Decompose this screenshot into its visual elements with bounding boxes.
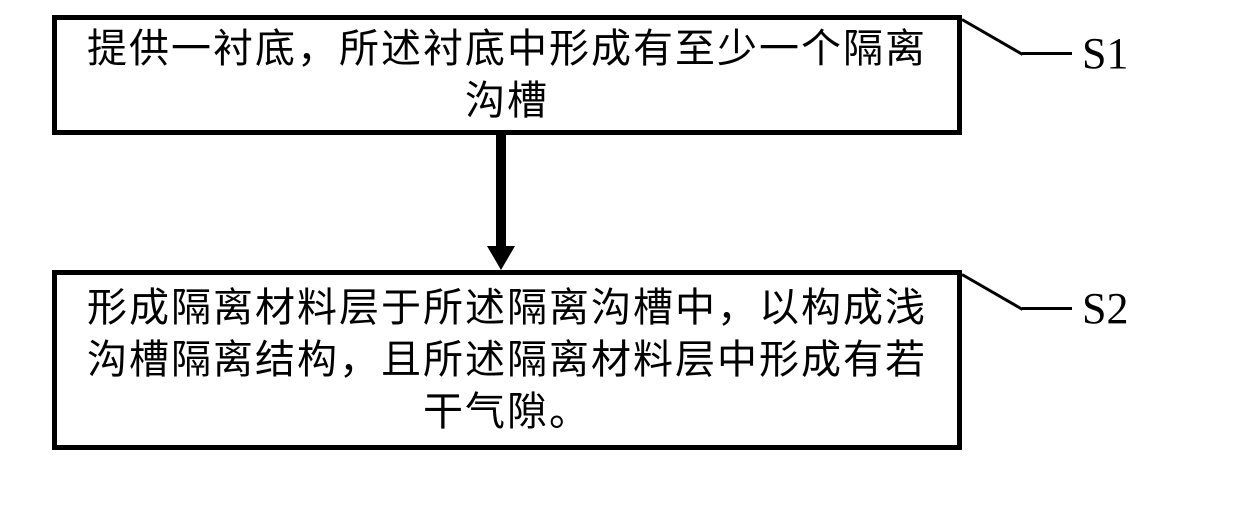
flowchart-step-s2-text: 形成隔离材料层于所述隔离沟槽中，以构成浅沟槽隔离结构，且所述隔离材料层中形成有若… <box>87 282 927 438</box>
label-connector-s1-horizontal <box>1022 52 1072 55</box>
flowchart-step-s2: 形成隔离材料层于所述隔离沟槽中，以构成浅沟槽隔离结构，且所述隔离材料层中形成有若… <box>52 270 962 450</box>
arrow-s1-to-s2-head <box>487 246 515 270</box>
label-connector-s2-diagonal <box>961 273 1023 311</box>
flowchart-step-s1-text: 提供一衬底，所述衬底中形成有至少一个隔离沟槽 <box>87 23 927 127</box>
flowchart-step-s1: 提供一衬底，所述衬底中形成有至少一个隔离沟槽 <box>52 15 962 135</box>
step-label-s1: S1 <box>1082 28 1128 79</box>
label-connector-s2-horizontal <box>1022 307 1072 310</box>
arrow-s1-to-s2-line <box>496 135 506 247</box>
label-connector-s1-diagonal <box>961 18 1023 56</box>
step-label-s2: S2 <box>1082 283 1128 334</box>
